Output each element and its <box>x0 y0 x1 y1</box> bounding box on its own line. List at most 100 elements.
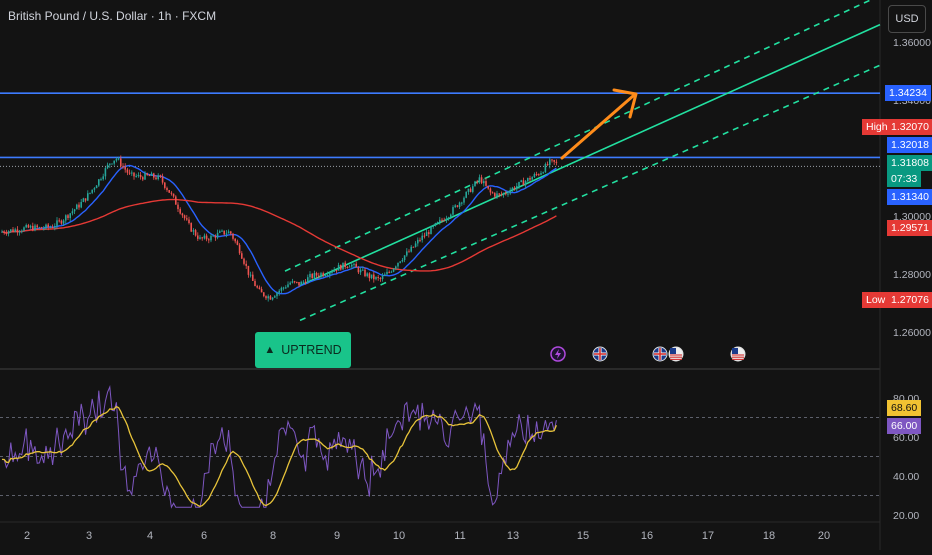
currency-button[interactable]: USD <box>888 5 926 33</box>
candle-body <box>219 231 221 233</box>
candle-body <box>307 277 309 284</box>
candle-body <box>551 159 553 161</box>
candle-body <box>434 223 437 226</box>
candle-body <box>384 274 386 276</box>
candle-body <box>533 174 536 178</box>
candle-body <box>67 215 69 218</box>
candle-body <box>346 266 349 268</box>
candle-body <box>223 230 225 235</box>
candle-body <box>137 175 140 177</box>
candle-body <box>485 181 487 186</box>
candle-body <box>450 214 452 218</box>
candle-body <box>113 160 115 164</box>
candle-body <box>439 219 441 222</box>
candle-body <box>234 238 236 242</box>
candle-body <box>188 219 190 224</box>
time-tick-label: 2 <box>24 530 30 542</box>
candle-body <box>555 161 558 163</box>
candle-body <box>247 265 250 275</box>
candle-body <box>170 192 173 194</box>
candle-body <box>518 181 520 187</box>
uk-flag-icon <box>592 346 608 362</box>
candle-body <box>221 230 223 232</box>
candle-body <box>120 158 122 167</box>
candle-body <box>298 282 300 286</box>
candle-body <box>412 246 415 248</box>
candle-body <box>230 231 232 234</box>
candle-body <box>263 292 265 297</box>
candle-body <box>408 251 410 253</box>
candle-body <box>29 225 32 228</box>
candle-body <box>38 227 41 229</box>
candle-body <box>454 205 456 208</box>
candle-body <box>355 263 357 268</box>
candle-body <box>115 158 118 161</box>
candle-body <box>535 174 538 176</box>
high-tag: High <box>862 119 892 135</box>
candle-body <box>531 177 533 180</box>
candle-body <box>274 296 276 298</box>
lightning-icon <box>550 346 566 362</box>
lightning-bolt <box>555 349 561 359</box>
price-tick-label: 1.26000 <box>893 327 931 339</box>
candle-body <box>153 173 155 178</box>
candle-body <box>104 168 107 177</box>
candle-body <box>401 259 404 262</box>
candle-body <box>60 220 63 224</box>
candle-body <box>544 164 547 173</box>
candle-body <box>12 229 14 232</box>
candle-body <box>441 219 443 221</box>
candle-body <box>58 220 60 222</box>
candle-body <box>315 273 318 276</box>
candle-body <box>452 207 454 215</box>
candle-body <box>513 187 516 190</box>
candle-body <box>23 227 25 231</box>
candle-body <box>175 196 177 205</box>
candle-body <box>212 235 214 237</box>
candle-body <box>335 269 338 271</box>
candle-body <box>282 287 285 289</box>
candle-body <box>443 220 445 222</box>
candle-body <box>205 235 208 240</box>
candle-body <box>172 193 175 197</box>
candle-body <box>210 235 212 241</box>
candle-body <box>155 177 157 180</box>
candle-body <box>214 235 217 238</box>
candle-body <box>491 192 494 194</box>
candle-body <box>364 269 366 277</box>
candle-body <box>357 267 360 273</box>
candle-body <box>3 231 5 233</box>
horizontal-levels <box>0 92 880 167</box>
candle-body <box>142 177 144 180</box>
candle-body <box>340 265 342 270</box>
candle-body <box>469 188 472 192</box>
ma-blue-badge: 1.31340 <box>887 189 932 205</box>
moving-averages <box>1 164 557 295</box>
candle-body <box>329 272 331 275</box>
candle-body <box>445 218 448 221</box>
candle-body <box>498 193 500 195</box>
candle-body <box>7 231 10 234</box>
candle-body <box>111 163 113 165</box>
candle-body <box>203 235 206 239</box>
candle-body <box>194 230 197 236</box>
candle-body <box>1 231 3 233</box>
candle-body <box>395 266 397 269</box>
resistance-price-badge: 1.34234 <box>885 85 931 101</box>
candle-body <box>388 271 390 273</box>
channel-mid-line <box>299 23 881 287</box>
candle-body <box>542 172 544 174</box>
candle-body <box>164 182 166 188</box>
candle-body <box>199 237 201 239</box>
candle-body <box>117 158 120 160</box>
candle-body <box>524 181 527 186</box>
candle-body <box>49 227 52 229</box>
candle-body <box>342 262 344 270</box>
candle-body <box>122 166 124 168</box>
candle-body <box>370 274 373 279</box>
candle-body <box>331 271 333 273</box>
candle-body <box>133 172 135 177</box>
candle-body <box>386 271 388 275</box>
